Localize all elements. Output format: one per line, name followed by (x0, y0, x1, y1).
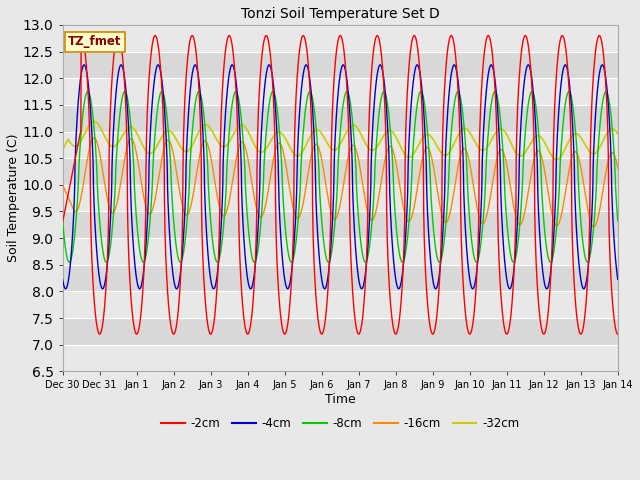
Bar (63, 318, 618, 345)
Bar (63, 25, 618, 51)
Bar (63, 158, 618, 185)
Bar (63, 51, 618, 78)
Title: Tonzi Soil Temperature Set D: Tonzi Soil Temperature Set D (241, 7, 440, 21)
Bar (63, 105, 618, 132)
Bar (63, 345, 618, 372)
Bar (63, 291, 618, 318)
Bar (63, 132, 618, 158)
Y-axis label: Soil Temperature (C): Soil Temperature (C) (7, 134, 20, 263)
X-axis label: Time: Time (325, 393, 356, 406)
Bar (63, 238, 618, 265)
Legend: -2cm, -4cm, -8cm, -16cm, -32cm: -2cm, -4cm, -8cm, -16cm, -32cm (156, 412, 524, 435)
Bar (63, 78, 618, 105)
Bar (63, 212, 618, 238)
Bar (63, 185, 618, 212)
Text: TZ_fmet: TZ_fmet (68, 36, 122, 48)
Bar (63, 265, 618, 291)
